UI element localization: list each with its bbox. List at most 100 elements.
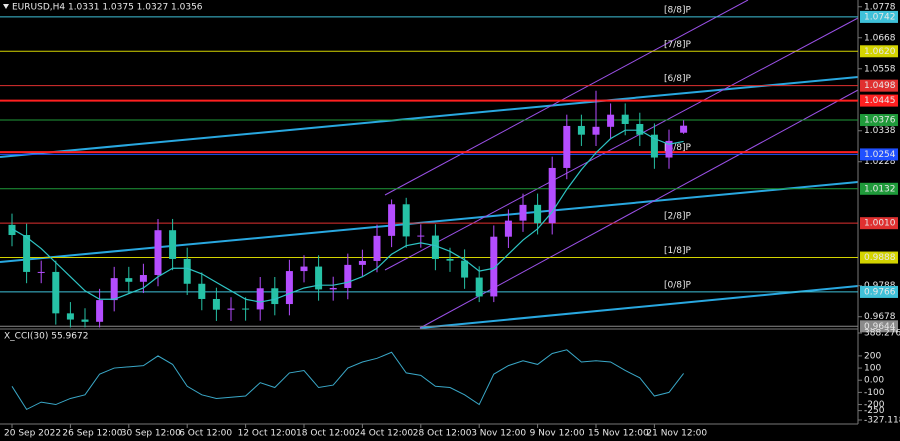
price-tag bbox=[860, 79, 898, 92]
candle-body bbox=[315, 266, 323, 290]
y-tick-label: 1.0558 bbox=[864, 64, 896, 74]
candle-body bbox=[198, 283, 206, 299]
indicator-title: X_CCI(30) 55.9672 bbox=[4, 332, 88, 342]
candle-body bbox=[37, 271, 45, 273]
x-tick-label: 18 Oct 12:00 bbox=[296, 429, 355, 439]
y-tick-label: 200 bbox=[864, 351, 881, 361]
price-tag-label: 0.9766 bbox=[864, 287, 896, 297]
price-tag bbox=[860, 10, 898, 23]
y-tick-label: -200 bbox=[864, 400, 885, 410]
candle-body bbox=[81, 319, 89, 322]
candle-body bbox=[592, 126, 600, 135]
candle-body bbox=[183, 258, 191, 284]
price-tag-label: 1.0498 bbox=[864, 81, 896, 91]
candle-body bbox=[329, 287, 337, 290]
price-tag-label: 1.0620 bbox=[864, 47, 896, 57]
candle-body bbox=[227, 308, 235, 310]
candle-body bbox=[402, 204, 410, 237]
price-tag-label: 0.9888 bbox=[864, 253, 896, 263]
y-tick-label: 0.00 bbox=[864, 376, 884, 386]
trendline bbox=[0, 76, 859, 158]
x-tick-label: 21 Nov 12:00 bbox=[646, 429, 707, 439]
level-name: [6/8]P bbox=[664, 74, 692, 84]
level-name: [7/8]P bbox=[664, 40, 692, 50]
y-tick-label: -250 bbox=[864, 406, 885, 416]
y-tick-label: -327.1186 bbox=[864, 416, 900, 426]
y-tick-label: -100 bbox=[864, 388, 885, 398]
candle-body bbox=[344, 264, 352, 288]
trendline bbox=[419, 285, 859, 329]
candle-body bbox=[490, 236, 498, 297]
x-tick-label: 3 Nov 12:00 bbox=[471, 429, 526, 439]
candle-body bbox=[607, 114, 615, 127]
price-tag-label: 0.9644 bbox=[864, 322, 896, 332]
y-tick-label: 388.2764 bbox=[864, 329, 900, 339]
candle-body bbox=[534, 204, 542, 224]
price-tag bbox=[860, 320, 898, 333]
x-tick-label: 6 Oct 12:00 bbox=[179, 429, 232, 439]
candle-body bbox=[212, 298, 220, 310]
candle-body bbox=[271, 288, 279, 305]
candle-body bbox=[577, 125, 585, 135]
candle-body bbox=[519, 204, 527, 221]
candle-body bbox=[504, 220, 512, 237]
y-tick-label: 0.9678 bbox=[864, 312, 896, 322]
y-tick-label: 1.0338 bbox=[864, 126, 896, 136]
candle-body bbox=[358, 260, 366, 265]
level-name: [2/8]P bbox=[664, 212, 692, 222]
candle-body bbox=[139, 275, 147, 282]
candle-body bbox=[66, 313, 74, 320]
candle-body bbox=[636, 123, 644, 135]
x-tick-label: 24 Oct 12:00 bbox=[354, 429, 413, 439]
y-tick-label: 1.0668 bbox=[864, 33, 896, 43]
price-tag-label: 1.0445 bbox=[864, 96, 896, 106]
x-tick-label: 9 Nov 12:00 bbox=[530, 429, 585, 439]
trendline bbox=[0, 181, 859, 263]
chart-title: EURUSD,H4 1.0331 1.0375 1.0327 1.0356 bbox=[12, 3, 203, 13]
y-tick-label: 1.0778 bbox=[864, 2, 896, 12]
candle-body bbox=[169, 230, 177, 259]
candle-body bbox=[300, 266, 308, 272]
cci-line bbox=[11, 349, 684, 411]
candle-body bbox=[110, 278, 118, 301]
price-tag bbox=[860, 285, 898, 298]
price-tag-label: 1.0132 bbox=[864, 184, 896, 194]
candle-body bbox=[388, 204, 396, 236]
price-tag-label: 1.0742 bbox=[864, 12, 896, 22]
candle-body bbox=[650, 134, 658, 158]
price-tag bbox=[860, 148, 898, 161]
level-name: [0/8]P bbox=[664, 280, 692, 290]
x-tick-label: 26 Sep 12:00 bbox=[62, 429, 122, 439]
channel-line bbox=[384, 17, 859, 271]
trendlines bbox=[0, 0, 859, 329]
candle-body bbox=[373, 235, 381, 261]
x-tick-label: 30 Sep 12:00 bbox=[121, 429, 181, 439]
moving-average bbox=[11, 129, 684, 303]
channel-line bbox=[384, 0, 749, 196]
candle-body bbox=[431, 235, 439, 259]
price-tag bbox=[860, 45, 898, 58]
x-tick-label: 20 Sep 2022 bbox=[4, 429, 61, 439]
price-tag bbox=[860, 94, 898, 107]
level-name: [1/8]P bbox=[664, 246, 692, 256]
y-tick-label: 1.0228 bbox=[864, 157, 896, 167]
candle-body bbox=[548, 167, 556, 224]
price-tag-label: 1.0376 bbox=[864, 116, 896, 126]
candle-body bbox=[461, 260, 469, 278]
candle-body bbox=[256, 288, 264, 310]
candle-body bbox=[154, 230, 162, 276]
price-tag-label: 1.0010 bbox=[864, 219, 896, 229]
candle-body bbox=[8, 224, 16, 236]
candle-body bbox=[285, 271, 293, 305]
candle-body bbox=[52, 271, 60, 314]
candle-body bbox=[417, 235, 425, 237]
candle-body bbox=[96, 300, 104, 322]
y-tick-label: 100 bbox=[864, 364, 881, 374]
candle-body bbox=[446, 258, 454, 261]
price-tag bbox=[860, 114, 898, 127]
candle-body bbox=[621, 114, 629, 124]
candle-body bbox=[665, 140, 673, 158]
price-tag-label: 1.0254 bbox=[864, 150, 896, 160]
